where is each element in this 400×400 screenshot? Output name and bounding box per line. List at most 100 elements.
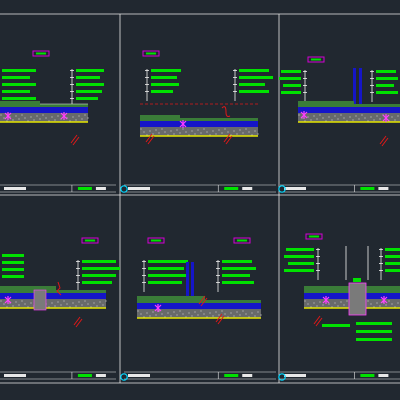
aggregate-speck <box>152 133 154 135</box>
section-tag-fill <box>85 239 95 242</box>
sheet-frames <box>0 13 400 384</box>
spec-label-bar <box>222 260 252 263</box>
spec-label-bar <box>222 267 256 270</box>
aggregate-speck <box>340 301 342 303</box>
aggregate-speck <box>24 303 26 305</box>
aggregate-speck <box>15 115 17 117</box>
sheet-detail-6 <box>278 233 400 381</box>
floor-section <box>298 104 400 123</box>
aggregate-speck <box>242 132 244 134</box>
spec-label-bar <box>2 76 30 79</box>
spec-label-bar <box>376 77 398 80</box>
spec-label-bar <box>2 261 24 264</box>
aggregate-fill <box>298 113 400 122</box>
aggregate-speck <box>209 134 211 136</box>
aggregate-speck <box>179 310 181 312</box>
section-tag-fill <box>146 52 156 55</box>
aggregate-speck <box>257 133 259 135</box>
paving-slab-2 <box>137 296 205 300</box>
aggregate-speck <box>84 300 86 302</box>
leader-stack <box>76 260 120 292</box>
title-strip-scale <box>224 187 239 190</box>
aggregate-speck <box>346 300 348 302</box>
spec-label-bar <box>2 83 36 86</box>
aggregate-speck <box>203 313 205 315</box>
aggregate-speck <box>191 315 193 317</box>
pier-cap <box>353 278 361 282</box>
section-cut-marker <box>379 135 389 147</box>
aggregate-speck <box>158 310 160 312</box>
aggregate-speck <box>96 305 98 307</box>
aggregate-speck <box>304 300 306 302</box>
section-cut-marker <box>215 313 225 325</box>
title-strip <box>0 371 116 380</box>
aggregate-speck <box>245 313 247 315</box>
aggregate-speck <box>200 132 202 134</box>
aggregate-speck <box>149 315 151 317</box>
title-strip-no <box>242 187 253 190</box>
aggregate-speck <box>254 315 256 317</box>
surface-slab <box>0 290 106 293</box>
edge-slab <box>0 286 56 290</box>
aggregate-speck <box>394 119 396 121</box>
aggregate-speck <box>140 313 142 315</box>
title-strip-scale <box>360 187 375 190</box>
aggregate-speck <box>18 304 20 306</box>
aggregate-speck <box>361 114 363 116</box>
aggregate-speck <box>176 314 178 316</box>
spec-label-bar <box>222 281 254 284</box>
spec-label-bar <box>148 267 184 270</box>
title-strip-text <box>4 187 26 190</box>
aggregate-speck <box>149 130 151 132</box>
aggregate-speck <box>254 130 256 132</box>
threshold-slab <box>140 115 180 118</box>
aggregate-speck <box>316 305 318 307</box>
aggregate-speck <box>334 302 336 304</box>
aggregate-speck <box>370 116 372 118</box>
aggregate-speck <box>78 115 80 117</box>
spec-label-bar <box>82 281 112 284</box>
aggregate-speck <box>215 133 217 135</box>
aggregate-speck <box>313 302 315 304</box>
spec-label-bar <box>284 255 314 258</box>
aggregate-speck <box>307 303 309 305</box>
aggregate-speck <box>233 315 235 317</box>
aggregate-speck <box>99 301 101 303</box>
spec-label-bar <box>76 97 98 100</box>
aggregate-speck <box>51 302 53 304</box>
waterproof-layer <box>298 107 400 113</box>
leader-stack <box>370 70 398 102</box>
aggregate-speck <box>251 312 253 314</box>
section-tag-fill <box>151 239 161 242</box>
aggregate-speck <box>182 128 184 130</box>
aggregate-speck <box>161 128 163 130</box>
aggregate-speck <box>18 118 20 120</box>
section-tag <box>147 237 165 244</box>
aggregate-speck <box>316 118 318 120</box>
spec-label-bar <box>385 255 400 258</box>
aggregate-speck <box>257 311 259 313</box>
aggregate-speck <box>81 304 83 306</box>
spec-label-bar <box>286 248 314 251</box>
title-strip-no <box>242 374 253 377</box>
surface-slab <box>137 300 261 303</box>
waterproof-layer <box>137 303 261 309</box>
title-strip-scale <box>77 187 92 190</box>
sheet-detail-1 <box>0 50 116 193</box>
aggregate-speck <box>376 302 378 304</box>
aggregate-speck <box>260 314 262 316</box>
aggregate-speck <box>373 119 375 121</box>
aggregate-speck <box>340 114 342 116</box>
title-strip-text <box>128 187 150 190</box>
aggregate-fill <box>137 309 261 318</box>
aggregate-speck <box>236 311 238 313</box>
spec-label-bar <box>288 262 314 265</box>
aggregate-speck <box>72 116 74 118</box>
spec-label-bar <box>148 274 188 277</box>
floor-section <box>137 300 262 319</box>
aggregate-speck <box>146 134 148 136</box>
section-tag-fill <box>309 235 319 238</box>
aggregate-speck <box>167 134 169 136</box>
spec-label-bar <box>283 84 301 87</box>
section-tag <box>305 233 323 240</box>
